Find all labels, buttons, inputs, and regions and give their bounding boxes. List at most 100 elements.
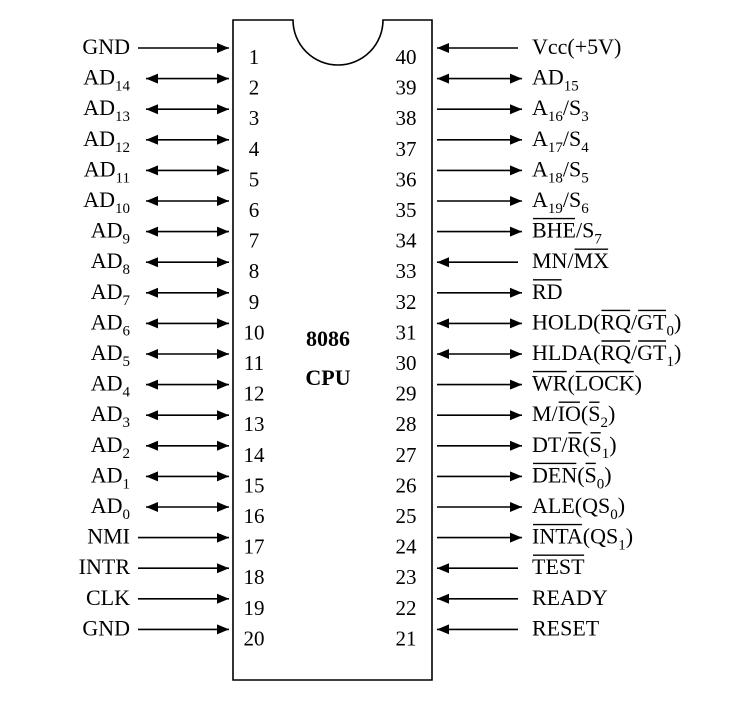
pin-13-arrowhead xyxy=(217,410,229,421)
pin-label: AD15 xyxy=(532,65,579,95)
pin-row-21: 21 RESET xyxy=(396,615,600,650)
pin-number: 31 xyxy=(396,320,417,344)
pin-27-arrowhead xyxy=(510,440,522,451)
pin-number: 7 xyxy=(249,229,260,253)
pin-row-2: AD14 2 xyxy=(83,65,259,100)
pin-label: RESET xyxy=(532,615,600,640)
pin-number: 33 xyxy=(396,259,417,283)
pin-10-arrowhead xyxy=(217,318,229,329)
pin-label: HLDA(RQ/GT1) xyxy=(532,340,681,370)
pin-label: INTA(QS1) xyxy=(532,524,633,554)
pin-number: 5 xyxy=(249,167,260,191)
pin-6-arrowhead xyxy=(146,196,158,206)
pin-label: AD9 xyxy=(91,218,130,248)
pin-row-25: 25 ALE(QS0) xyxy=(396,493,626,528)
pin-38-arrowhead xyxy=(510,104,522,115)
pin-5-arrowhead xyxy=(217,165,229,176)
pin-number: 18 xyxy=(244,565,265,589)
pin-row-27: 27 DT/R(S1) xyxy=(396,432,617,467)
pin-row-39: 39 AD15 xyxy=(396,65,579,100)
pin-10-arrowhead xyxy=(146,318,158,329)
pin-7-arrowhead xyxy=(146,226,158,237)
chip-name: 8086 xyxy=(306,326,350,351)
pin-11-arrowhead xyxy=(146,349,158,359)
pin-label: A16/S3 xyxy=(532,95,589,125)
pin-28-arrowhead xyxy=(510,410,522,421)
pin-row-37: 37 A17/S4 xyxy=(396,126,590,161)
pin-number: 39 xyxy=(396,76,417,100)
pin-1-arrowhead xyxy=(217,43,229,53)
pin-2-arrowhead xyxy=(217,73,229,84)
pin-row-13: AD3 13 xyxy=(91,401,265,436)
pin-6-arrowhead xyxy=(217,196,229,206)
pin-number: 29 xyxy=(396,382,417,406)
pin-3-arrowhead xyxy=(217,104,229,115)
pin-row-6: AD10 6 xyxy=(83,187,259,222)
pin-label: AD6 xyxy=(91,309,131,339)
pin-number: 24 xyxy=(396,535,418,559)
pin-17-arrowhead xyxy=(217,532,229,543)
pin-label: AD11 xyxy=(84,156,130,186)
pin-label: GND xyxy=(82,34,130,59)
pin-24-arrowhead xyxy=(510,532,522,543)
pin-label: DT/R(S1) xyxy=(532,432,617,462)
pin-label: AD1 xyxy=(91,462,130,492)
pin-number: 6 xyxy=(249,198,260,222)
pin-4-arrowhead xyxy=(146,134,158,145)
pin-row-1: GND 1 xyxy=(82,34,259,69)
pin-31-arrowhead xyxy=(437,318,449,329)
pin-9-arrowhead xyxy=(217,287,229,298)
pin-number: 28 xyxy=(396,412,417,436)
pin-14-arrowhead xyxy=(146,440,158,451)
pin-21-arrowhead xyxy=(437,624,449,635)
pin-label: READY xyxy=(532,585,608,610)
pin-number: 37 xyxy=(396,137,417,161)
pin-number: 11 xyxy=(244,351,264,375)
pin-number: 26 xyxy=(396,473,417,497)
pin-number: 13 xyxy=(244,412,265,436)
pin-33-arrowhead xyxy=(437,257,449,268)
pin-label: RD xyxy=(532,279,563,304)
pin-row-23: 23 TEST xyxy=(396,554,586,589)
pin-13-arrowhead xyxy=(146,410,158,421)
pin-25-arrowhead xyxy=(510,502,522,512)
pin-label: INTR xyxy=(79,554,131,579)
pin-number: 3 xyxy=(249,106,260,130)
pin-number: 12 xyxy=(244,382,265,406)
pin-row-32: 32 RD xyxy=(396,279,563,314)
pin-row-8: AD8 8 xyxy=(91,248,260,283)
chip-body xyxy=(232,19,433,681)
pin-number: 8 xyxy=(249,259,260,283)
pin-row-18: INTR 18 xyxy=(79,554,265,589)
pin-34-arrowhead xyxy=(510,226,522,237)
pin-row-12: AD4 12 xyxy=(91,371,265,406)
pin-20-arrowhead xyxy=(217,624,229,635)
pin-number: 2 xyxy=(249,76,260,100)
pin-18-arrowhead xyxy=(217,563,229,574)
pin-32-arrowhead xyxy=(510,287,522,298)
pin-35-arrowhead xyxy=(510,196,522,206)
pin-16-arrowhead xyxy=(217,502,229,512)
pin-label: Vcc(+5V) xyxy=(532,34,621,59)
pin-number: 9 xyxy=(249,290,260,314)
pin-row-35: 35 A19/S6 xyxy=(396,187,590,222)
pin-label: NMI xyxy=(87,524,130,549)
pin-number: 34 xyxy=(396,229,418,253)
pin-number: 17 xyxy=(244,535,265,559)
pin-number: 23 xyxy=(396,565,417,589)
pin-label: HOLD(RQ/GT0) xyxy=(532,309,681,339)
pin-30-arrowhead xyxy=(510,349,522,359)
pin-30-arrowhead xyxy=(437,349,449,359)
pin-row-28: 28 M/IO(S2) xyxy=(396,401,616,436)
pin-row-26: 26 DEN(S0) xyxy=(396,462,612,497)
pin-label: A17/S4 xyxy=(532,126,589,156)
pin-12-arrowhead xyxy=(146,379,158,390)
pin-36-arrowhead xyxy=(510,165,522,176)
pin-row-34: 34 BHE/S7 xyxy=(396,218,603,253)
pin-label: AD3 xyxy=(91,401,130,431)
pin-19-arrowhead xyxy=(217,593,229,604)
pin-number: 25 xyxy=(396,504,417,528)
pin-row-7: AD9 7 xyxy=(91,218,260,253)
